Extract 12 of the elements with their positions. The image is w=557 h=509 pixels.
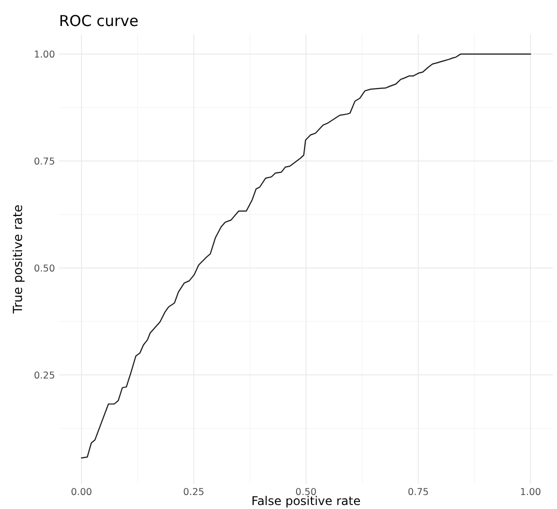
y-tick-label: 0.25	[34, 370, 55, 382]
y-tick-label: 0.75	[34, 156, 55, 168]
chart-title: ROC curve	[59, 12, 138, 30]
line-series	[80, 54, 532, 458]
x-tick-label: 0.25	[183, 487, 204, 498]
y-axis-title: True positive rate	[10, 204, 25, 314]
x-tick-label: 1.00	[520, 487, 542, 498]
x-axis-title: False positive rate	[251, 494, 361, 508]
x-tick-label: 0.75	[408, 487, 429, 498]
x-tick-label: 0.00	[70, 487, 92, 498]
y-tick-label: 1.00	[34, 50, 55, 61]
y-tick-label: 0.50	[34, 263, 55, 274]
